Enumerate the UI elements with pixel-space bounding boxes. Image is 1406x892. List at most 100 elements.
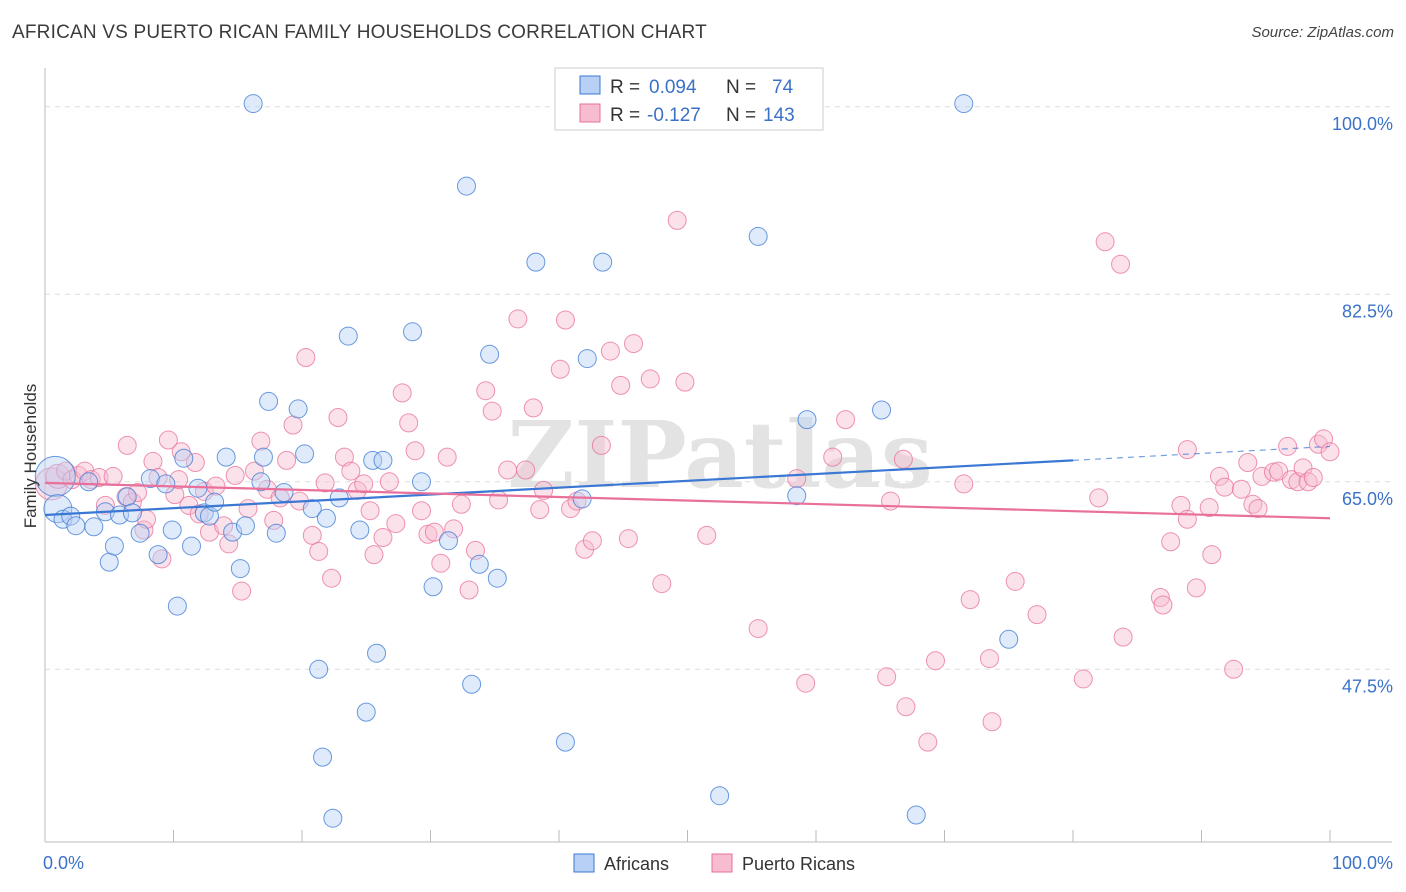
puerto-ricans-point [277,450,297,470]
puerto-ricans-point [489,490,509,510]
watermark: ZIPatlas [507,401,932,509]
africans-point [181,536,201,556]
africans-point [338,326,358,346]
puerto-ricans-point [379,472,399,492]
puerto-ricans-point [424,522,444,542]
puerto-ricans-point [618,529,638,549]
africans-point [174,448,194,468]
africans-point [295,444,315,464]
africans-point [462,674,482,694]
puerto-ricans-point [1027,605,1047,625]
puerto-ricans-point [1320,442,1340,462]
puerto-ricans-point [1161,532,1181,552]
puerto-ricans-point [328,408,348,427]
x-tick-labels: 0.0% 100.0% [43,853,1393,873]
puerto-ricans-points [34,210,1340,752]
puerto-ricans-point [1199,498,1219,517]
puerto-ricans-point [926,651,946,671]
puerto-ricans-point [392,383,412,403]
puerto-ricans-r-value: -0.127 [647,105,701,126]
puerto-ricans-point [309,541,329,561]
africans-r-label: R = [610,77,640,98]
x-tick-label: 0.0% [43,853,84,873]
puerto-ricans-point [534,480,554,500]
puerto-ricans-point [95,495,115,515]
africans-point [748,226,768,246]
puerto-ricans-point [354,474,374,494]
africans-point [140,469,160,489]
africans-n-value: 74 [772,77,794,98]
puerto-ricans-point [302,525,322,545]
africans-point [167,596,187,616]
puerto-ricans-point [611,375,631,395]
africans-point [423,577,443,597]
puerto-ricans-point [437,447,457,467]
puerto-ricans-point [1202,545,1222,565]
puerto-ricans-point [1113,627,1133,647]
africans-point [872,400,892,420]
puerto-ricans-point [386,514,406,534]
africans-point [99,552,119,572]
legend-africans-label: Africans [604,854,669,874]
puerto-ricans-point [555,310,575,330]
africans-point [302,499,322,519]
africans-point [526,252,546,272]
puerto-ricans-point [982,712,1002,732]
puerto-ricans-point [89,468,109,487]
puerto-ricans-r-label: R = [610,105,640,126]
africans-point [266,523,286,543]
legend-africans-swatch [573,853,595,873]
puerto-ricans-point [444,519,464,539]
y-tick-label: 82.5% [1342,301,1393,321]
puerto-ricans-point [206,476,226,496]
puerto-ricans-point [360,501,380,521]
puerto-ricans-point [251,431,271,451]
puerto-ricans-point [667,210,687,230]
puerto-ricans-point [143,451,163,471]
africans-point [363,450,383,470]
puerto-ricans-point [550,359,570,379]
puerto-ricans-point [412,501,432,521]
puerto-ricans-point [591,435,611,455]
puerto-ricans-point [238,499,258,519]
puerto-ricans-point [364,545,384,565]
africans-point [274,483,294,502]
puerto-ricans-point [334,447,354,467]
africans-trend-extension [1072,445,1331,461]
puerto-ricans-point [1248,499,1268,519]
africans-r-value: 0.094 [649,77,697,98]
puerto-ricans-point [1073,669,1093,689]
puerto-ricans-n-value: 143 [763,105,795,126]
africans-point [469,554,489,574]
puerto-ricans-point [1177,440,1197,460]
africans-point [253,447,273,467]
puerto-ricans-point [1153,595,1173,615]
y-tick-label: 100.0% [1332,114,1393,134]
africans-point [403,322,423,342]
africans-point [130,523,150,543]
puerto-ricans-point [117,435,137,455]
y-tick-labels: 47.5% 65.0% 82.5% 100.0% [1332,114,1393,696]
puerto-ricans-point [158,430,178,450]
chart-title: AFRICAN VS PUERTO RICAN FAMILY HOUSEHOLD… [12,22,707,43]
africans-point [710,786,730,806]
africans-point [235,516,255,536]
puerto-ricans-point [1238,453,1258,472]
africans-point [156,474,176,494]
puerto-ricans-point [169,470,189,490]
africans-point [480,344,500,364]
puerto-ricans-point [1209,466,1229,486]
puerto-ricans-point [322,568,342,588]
puerto-ricans-swatch [579,103,601,123]
puerto-ricans-point [877,667,897,687]
africans-point [162,520,182,540]
legend-puerto-ricans-swatch [711,853,733,873]
africans-point [999,629,1019,649]
puerto-ricans-point [954,474,974,494]
africans-n-label: N = [726,77,756,98]
puerto-ricans-point [1186,578,1206,598]
africans-point [117,487,137,507]
africans-point [373,450,393,470]
africans-point [216,447,236,467]
axes [44,68,1392,843]
